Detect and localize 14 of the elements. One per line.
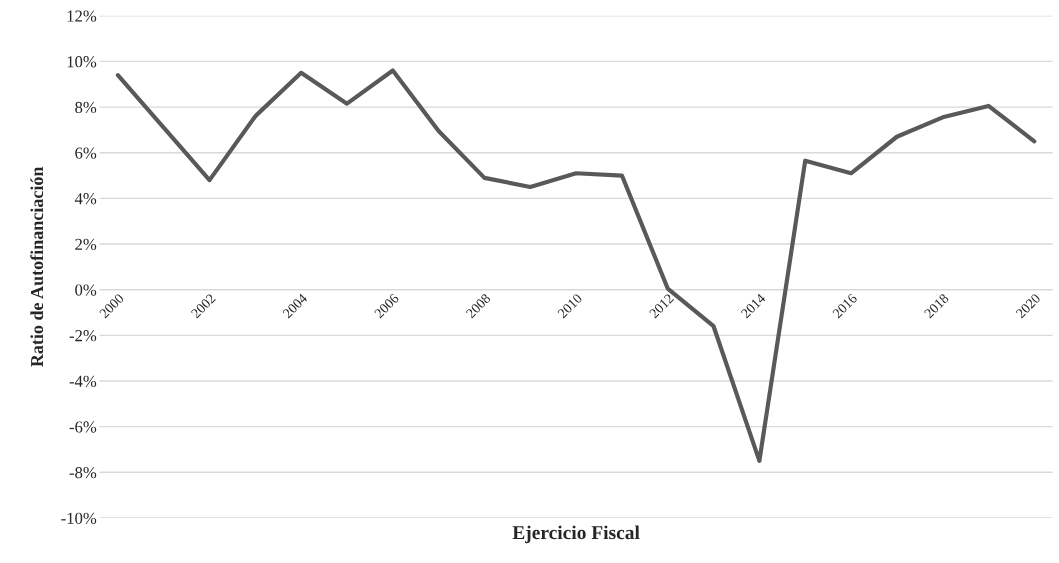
y-tick-label: -4% xyxy=(69,375,97,387)
y-tick-label: -2% xyxy=(69,330,97,342)
x-axis-title: Ejercicio Fiscal xyxy=(512,525,640,544)
y-tick-label: 8% xyxy=(75,101,97,114)
y-tick-label: 10% xyxy=(67,56,97,68)
y-tick-label: 2% xyxy=(75,238,97,251)
y-tick-label: 6% xyxy=(75,147,97,159)
y-tick-label: 4% xyxy=(74,193,97,205)
y-tick-label: -8% xyxy=(69,467,97,479)
y-tick-label: 0% xyxy=(75,284,97,296)
y-tick-label: -10% xyxy=(61,512,97,524)
y-tick-label: -6% xyxy=(69,421,97,433)
y-tick-label: 12% xyxy=(67,10,97,22)
y-axis-title: Ratio de Autofinanciación xyxy=(30,166,44,367)
